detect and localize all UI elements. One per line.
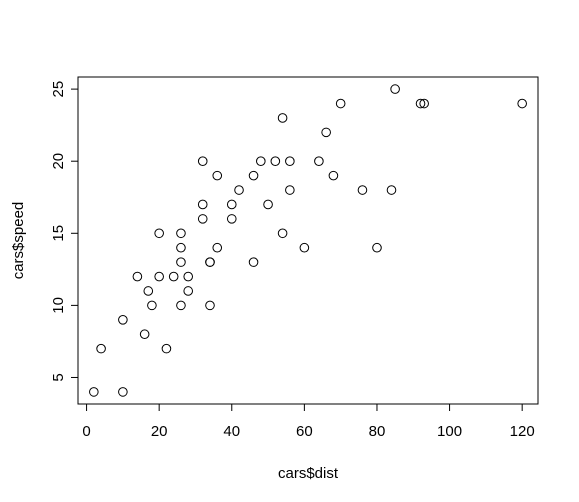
data-point (328, 170, 339, 181)
data-point (234, 185, 244, 195)
data-point (390, 84, 400, 94)
data-point (96, 343, 106, 354)
data-point (147, 300, 157, 311)
data-point (168, 271, 179, 282)
data-point (277, 228, 288, 239)
data-point (226, 199, 237, 210)
data-point (197, 214, 208, 224)
data-point (154, 228, 164, 239)
x-tick-label: 100 (437, 423, 462, 440)
x-tick-label: 80 (369, 423, 386, 440)
data-point (139, 329, 150, 340)
data-point (277, 113, 288, 123)
y-tick-label: 25 (50, 81, 67, 98)
x-tick-label: 60 (296, 423, 313, 440)
data-point (176, 300, 186, 311)
y-tick-label: 5 (50, 373, 67, 381)
data-point (176, 257, 186, 267)
data-point (335, 98, 346, 109)
y-axis-title: cars$speed (10, 202, 27, 280)
data-point (270, 156, 281, 167)
data-point (419, 98, 429, 109)
y-tick-label: 20 (50, 153, 67, 170)
data-point (143, 286, 154, 296)
x-tick-label: 40 (223, 423, 240, 440)
data-point (372, 242, 382, 253)
data-point (226, 214, 237, 224)
x-tick-label: 120 (510, 423, 535, 440)
data-point (299, 242, 310, 253)
data-point (415, 98, 426, 109)
x-tick-label: 0 (82, 423, 90, 440)
y-tick-label: 10 (50, 297, 67, 314)
data-point (256, 156, 266, 167)
data-point (183, 271, 194, 282)
y-tick-label: 15 (50, 225, 67, 242)
data-point (183, 286, 194, 296)
data-point (118, 387, 128, 397)
data-point (321, 127, 331, 138)
data-point (205, 300, 215, 311)
data-point (197, 156, 208, 167)
data-point (118, 314, 128, 325)
data-point (517, 98, 527, 109)
data-point (386, 185, 397, 195)
data-points (89, 84, 527, 397)
data-point (285, 156, 295, 167)
data-point (132, 271, 143, 282)
x-axis-title: cars$dist (278, 465, 339, 482)
data-point (248, 170, 259, 181)
data-point (263, 199, 273, 210)
data-point (248, 257, 259, 267)
data-point (197, 199, 208, 210)
data-point (176, 242, 186, 253)
x-tick-label: 20 (151, 423, 168, 440)
data-point (154, 271, 164, 282)
data-point (212, 242, 223, 253)
data-point (357, 185, 368, 195)
data-point (161, 343, 172, 354)
data-point (314, 156, 324, 167)
data-point (205, 257, 215, 267)
data-point (89, 387, 99, 397)
data-point (285, 185, 295, 195)
plot-frame (77, 76, 539, 405)
data-point (176, 228, 186, 239)
data-point (212, 170, 223, 181)
